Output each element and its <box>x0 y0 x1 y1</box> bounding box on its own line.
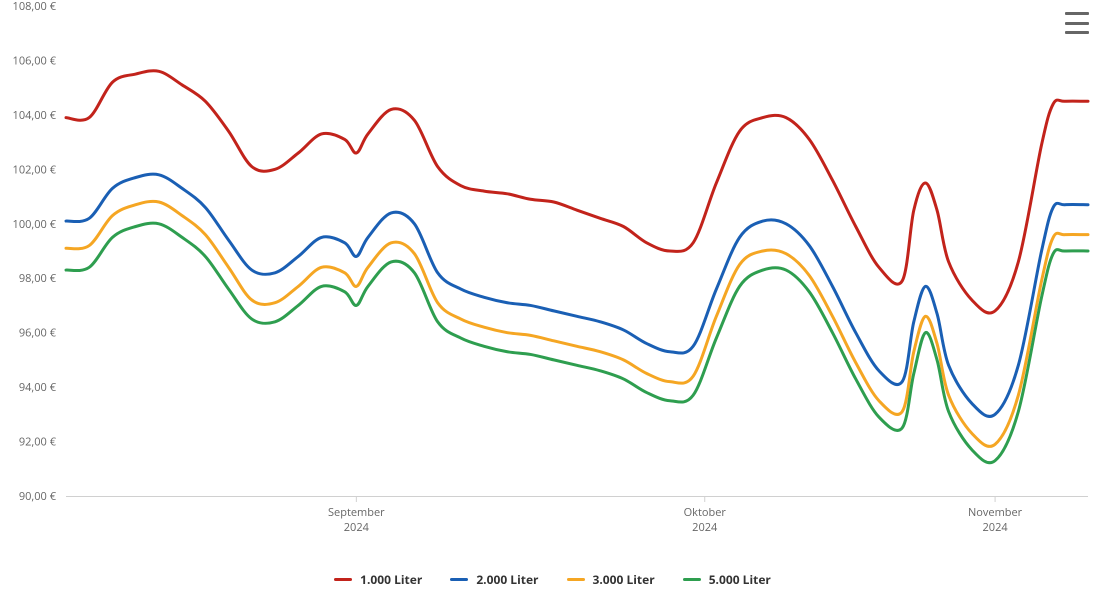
price-chart: 90,00 € 92,00 € 94,00 € 96,00 € 98,00 € 100,0… <box>0 0 1105 602</box>
y-tick-label: 90,00 € <box>19 489 57 504</box>
y-tick-label: 96,00 € <box>19 326 57 341</box>
y-tick-label: 108,00 € <box>13 0 57 14</box>
legend-item-s2000[interactable]: 2.000 Liter <box>450 571 538 588</box>
legend-swatch <box>683 578 701 581</box>
x-tick-year: 2024 <box>692 520 718 535</box>
x-tick-month: September <box>328 505 385 520</box>
legend-item-s3000[interactable]: 3.000 Liter <box>567 571 655 588</box>
hamburger-icon <box>1065 12 1089 15</box>
x-tick-month: November <box>968 505 1023 520</box>
x-tick-year: 2024 <box>344 520 370 535</box>
legend-item-s1000[interactable]: 1.000 Liter <box>334 571 422 588</box>
y-tick-label: 94,00 € <box>19 380 57 395</box>
legend-label: 1.000 Liter <box>360 571 422 588</box>
legend-swatch <box>567 578 585 581</box>
x-tick-month: Oktober <box>684 505 727 520</box>
chart-canvas: 90,00 € 92,00 € 94,00 € 96,00 € 98,00 € 100,0… <box>0 0 1105 602</box>
series-line-s3000 <box>66 201 1088 446</box>
legend-item-s5000[interactable]: 5.000 Liter <box>683 571 771 588</box>
legend-label: 2.000 Liter <box>476 571 538 588</box>
y-tick-label: 104,00 € <box>13 108 57 123</box>
chart-legend: 1.000 Liter 2.000 Liter 3.000 Liter 5.000 L… <box>0 571 1105 588</box>
legend-label: 3.000 Liter <box>593 571 655 588</box>
y-tick-label: 92,00 € <box>19 435 57 450</box>
y-tick-label: 98,00 € <box>19 271 57 286</box>
legend-label: 5.000 Liter <box>709 571 771 588</box>
chart-menu-button[interactable] <box>1065 10 1089 36</box>
y-tick-label: 100,00 € <box>13 217 57 232</box>
x-tick-year: 2024 <box>983 520 1009 535</box>
y-tick-label: 106,00 € <box>13 53 57 68</box>
legend-swatch <box>334 578 352 581</box>
y-tick-label: 102,00 € <box>13 162 57 177</box>
legend-swatch <box>450 578 468 581</box>
series-line-s5000 <box>66 223 1088 463</box>
